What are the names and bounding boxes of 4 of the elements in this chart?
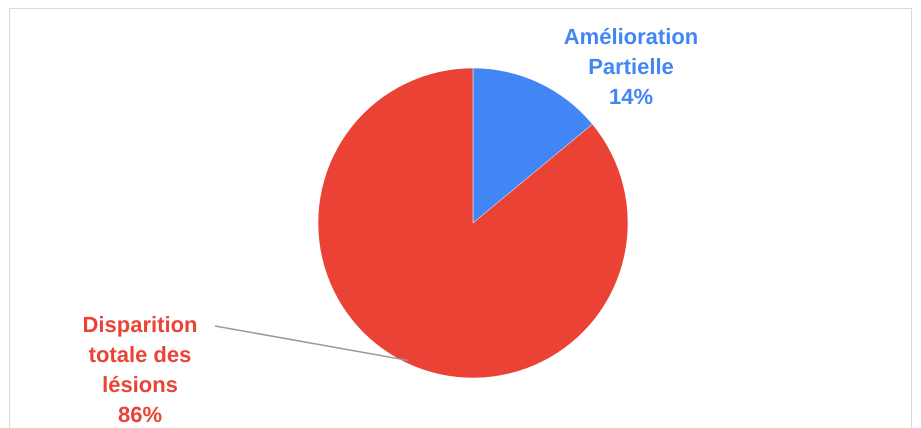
data-label: 14% <box>608 84 654 109</box>
data-label: 86% <box>118 402 162 427</box>
slice-label: Amélioration Partielle <box>564 24 698 79</box>
slice-label: Disparition totale des lésions <box>82 312 198 397</box>
